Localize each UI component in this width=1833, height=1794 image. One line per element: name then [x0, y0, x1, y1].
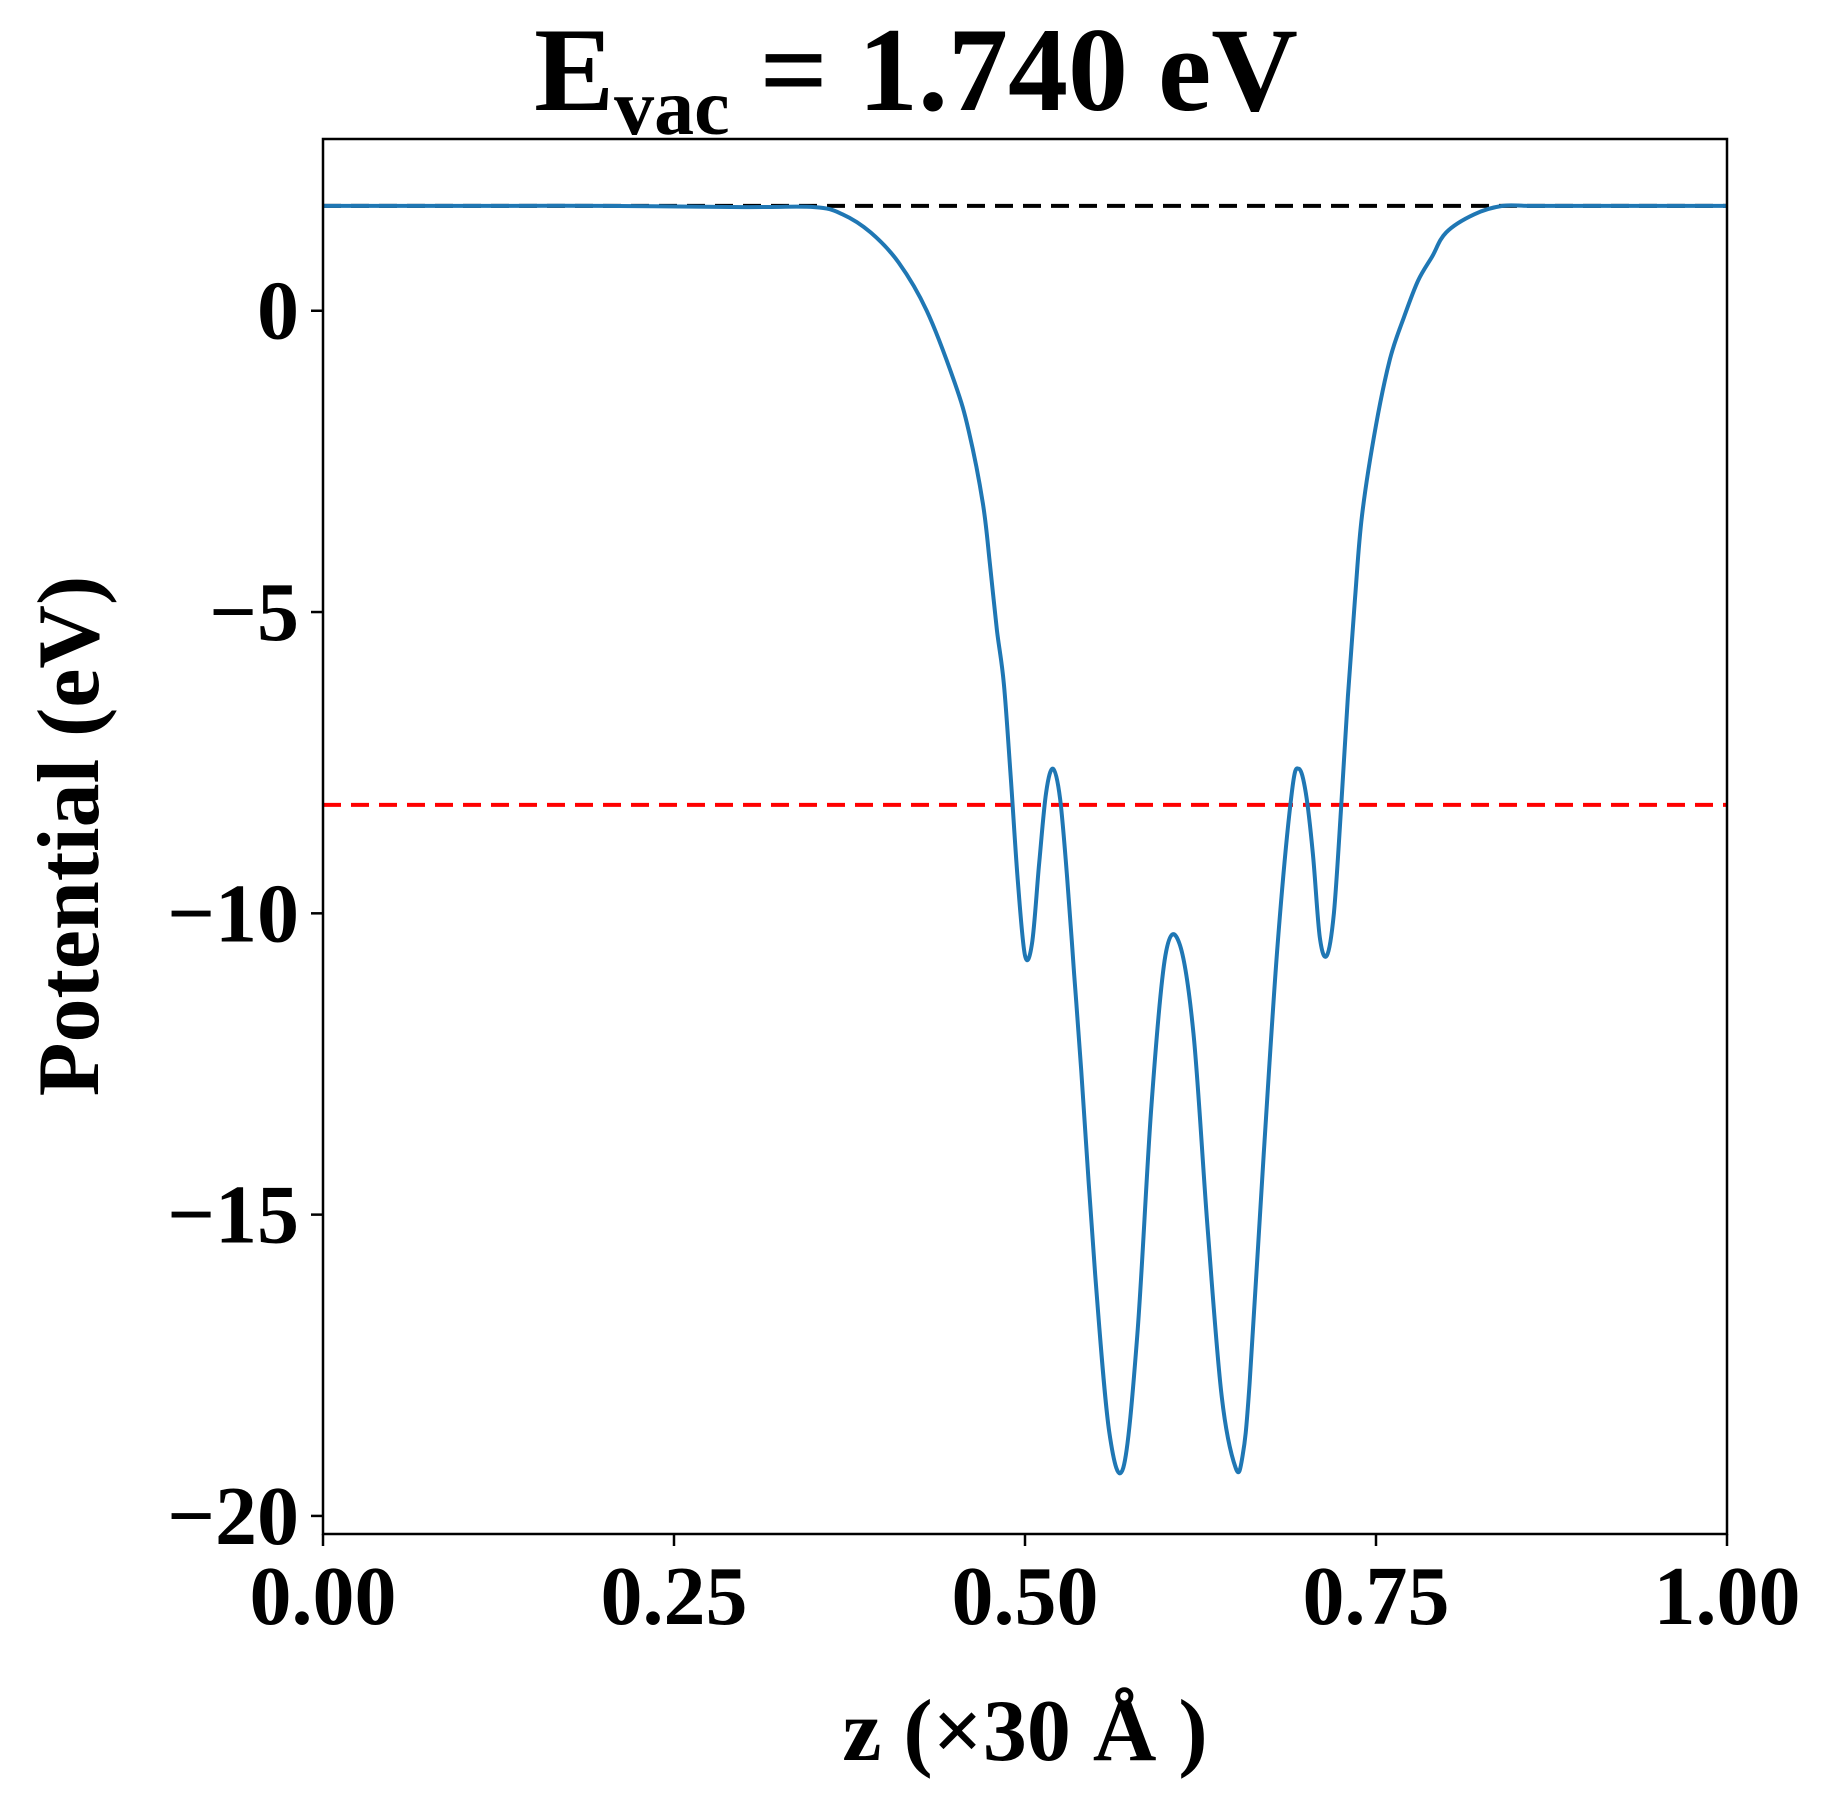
x-tick-label: 0.75 [1303, 1550, 1450, 1643]
y-tick-label: −15 [167, 1169, 299, 1262]
y-axis-label: Potential (eV) [21, 576, 118, 1096]
chart-title-rest: = 1.740 eV [730, 3, 1298, 136]
x-tick-label: 0.50 [952, 1550, 1099, 1643]
series-line-0 [323, 203, 1727, 1476]
y-tick-label: −5 [209, 566, 299, 659]
chart-title-main: E [534, 3, 614, 136]
y-tick-label: −20 [167, 1470, 299, 1563]
plot-frame [321, 137, 1729, 1536]
x-axis-label: z (×30 Å ) [842, 1683, 1207, 1780]
x-tick-label: 0.25 [601, 1550, 748, 1643]
x-tick-label: 1.00 [1654, 1550, 1801, 1643]
y-tick-label: 0 [257, 265, 299, 358]
y-tick-label: −10 [167, 867, 299, 960]
chart-title-subscript: vac [614, 64, 730, 152]
x-tick-label: 0.00 [250, 1550, 397, 1643]
chart-title: Evac = 1.740 eV [534, 3, 1298, 152]
